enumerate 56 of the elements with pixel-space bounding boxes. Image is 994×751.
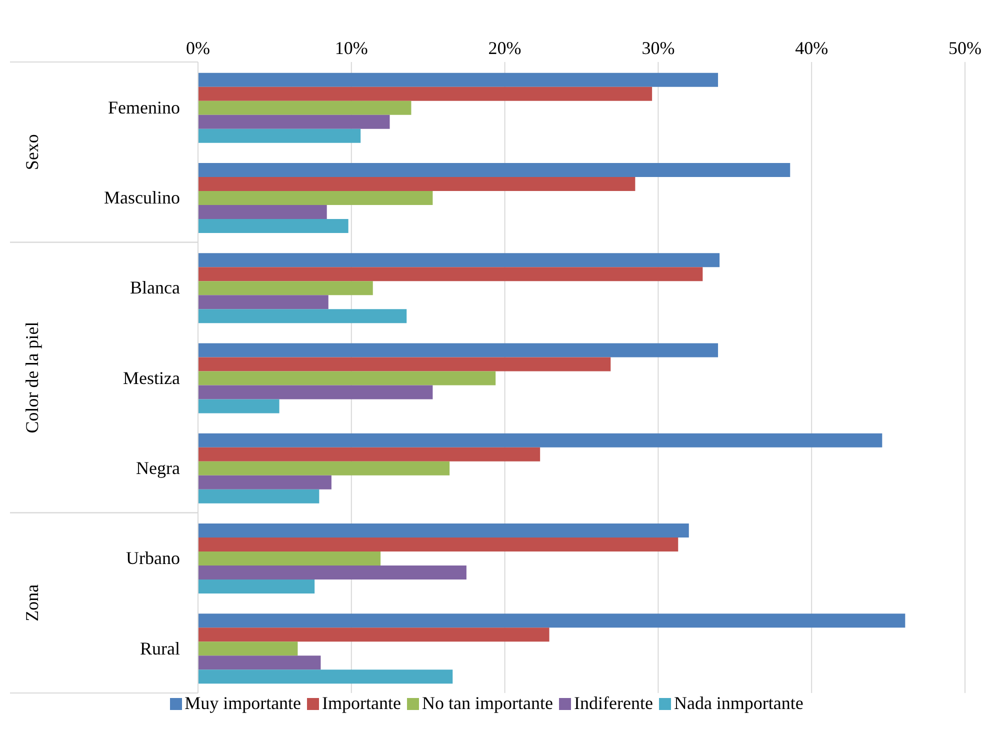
legend-label: Muy importante [184, 693, 302, 714]
bar [198, 176, 636, 191]
x-tick-label: 20% [488, 38, 522, 58]
bar [198, 538, 678, 552]
bar [198, 433, 882, 448]
bar [198, 253, 720, 268]
bar [198, 580, 315, 594]
y-tick-label: Mestiza [123, 368, 180, 388]
text: Sexo [22, 134, 42, 170]
bar [198, 656, 321, 670]
bar [198, 371, 496, 386]
x-tick-label: 40% [795, 38, 828, 58]
legend-label: Nada inmportante [672, 693, 804, 714]
bar [198, 128, 361, 143]
bar [198, 267, 703, 282]
bar [198, 295, 328, 310]
y-tick-label: Blanca [130, 278, 180, 298]
bar [198, 385, 433, 400]
bar [198, 218, 348, 233]
bar [198, 461, 450, 476]
bar [198, 552, 381, 566]
bar [198, 162, 790, 177]
bar [198, 190, 433, 205]
bar [198, 614, 906, 628]
bar [198, 343, 718, 358]
x-tick-label: 10% [334, 38, 368, 58]
bar [198, 72, 718, 87]
legend-label: Indiferente [573, 693, 653, 714]
bar [198, 309, 407, 324]
y-tick-label: Urbano [126, 548, 180, 568]
bar [198, 281, 373, 296]
text: Zona [22, 584, 42, 622]
y-tick-label: Femenino [108, 97, 180, 118]
bar [198, 86, 652, 101]
bar [198, 475, 332, 490]
bar [198, 524, 689, 538]
bar [198, 670, 453, 684]
bar [198, 447, 540, 462]
bar [198, 642, 298, 656]
y-tick-label: Negra [136, 458, 180, 478]
text: Color de la piel [22, 322, 42, 434]
x-tick-label: 30% [642, 38, 675, 58]
bar [198, 489, 320, 504]
bar [198, 566, 466, 580]
bar [198, 100, 412, 115]
bar [198, 204, 327, 219]
bar [198, 399, 280, 414]
y-tick-label: Masculino [104, 188, 180, 208]
x-tick-label: 0% [186, 38, 210, 58]
bar [198, 357, 611, 372]
bar [198, 628, 550, 642]
legend-label: No tan importante [421, 693, 553, 714]
y-tick-label: Rural [140, 638, 180, 658]
x-tick-label: 50% [948, 38, 982, 58]
bar [198, 114, 390, 129]
legend-label: Importante [321, 693, 402, 714]
